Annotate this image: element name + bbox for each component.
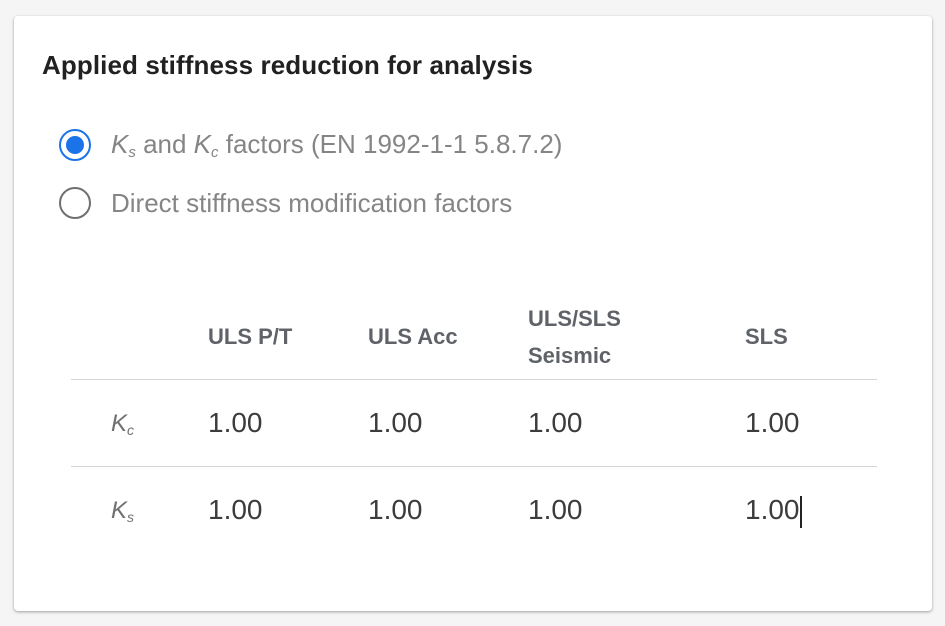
radio-dot — [66, 136, 84, 154]
kc-subscript: c — [211, 144, 219, 161]
section-title: Applied stiffness reduction for analysis — [42, 50, 533, 80]
row-label-ks: Ks — [111, 497, 134, 525]
column-header-uls-pt: ULS P/T — [208, 324, 293, 349]
ks-row-symbol: K — [111, 497, 128, 524]
radio-checked-icon[interactable] — [59, 129, 91, 161]
ks-uls-acc-input[interactable] — [368, 494, 488, 526]
option-ks-kc-label: Ks and Kc factors (EN 1992-1-1 5.8.7.2) — [111, 129, 562, 161]
kc-uls-acc-input[interactable] — [368, 407, 488, 439]
stiffness-reduction-card: Applied stiffness reduction for analysis… — [14, 16, 932, 611]
ks-row-subscript: s — [127, 509, 135, 525]
option-direct-stiffness-label: Direct stiffness modification factors — [111, 187, 513, 218]
kc-sls-input[interactable] — [745, 407, 865, 439]
header-divider — [71, 379, 877, 380]
ks-uls-sls-seismic-input[interactable] — [528, 494, 648, 526]
kc-row-symbol: K — [111, 410, 128, 437]
row-label-kc: Kc — [111, 410, 134, 438]
and-text: and — [135, 129, 194, 159]
radio-unchecked-icon[interactable] — [59, 187, 91, 219]
kc-symbol: K — [193, 129, 212, 159]
ks-symbol: K — [111, 129, 129, 159]
ks-uls-pt-input[interactable] — [208, 494, 328, 526]
option-ks-kc-factors[interactable]: Ks and Kc factors (EN 1992-1-1 5.8.7.2) — [59, 129, 562, 161]
column-header-seismic: Seismic — [528, 343, 612, 368]
column-header-sls: SLS — [745, 324, 788, 349]
kc-uls-pt-input[interactable] — [208, 407, 328, 439]
row-divider — [71, 466, 877, 467]
ks-subscript: s — [128, 144, 136, 161]
kc-uls-sls-seismic-input[interactable] — [528, 407, 648, 439]
text-cursor — [800, 496, 802, 528]
factors-text: factors (EN 1992-1-1 5.8.7.2) — [218, 129, 563, 159]
column-header-uls-acc: ULS Acc — [368, 324, 458, 349]
column-header-uls-sls: ULS/SLS — [528, 306, 621, 331]
kc-row-subscript: c — [127, 422, 135, 438]
option-direct-stiffness[interactable]: Direct stiffness modification factors — [59, 187, 512, 219]
ks-sls-input[interactable] — [745, 494, 865, 526]
